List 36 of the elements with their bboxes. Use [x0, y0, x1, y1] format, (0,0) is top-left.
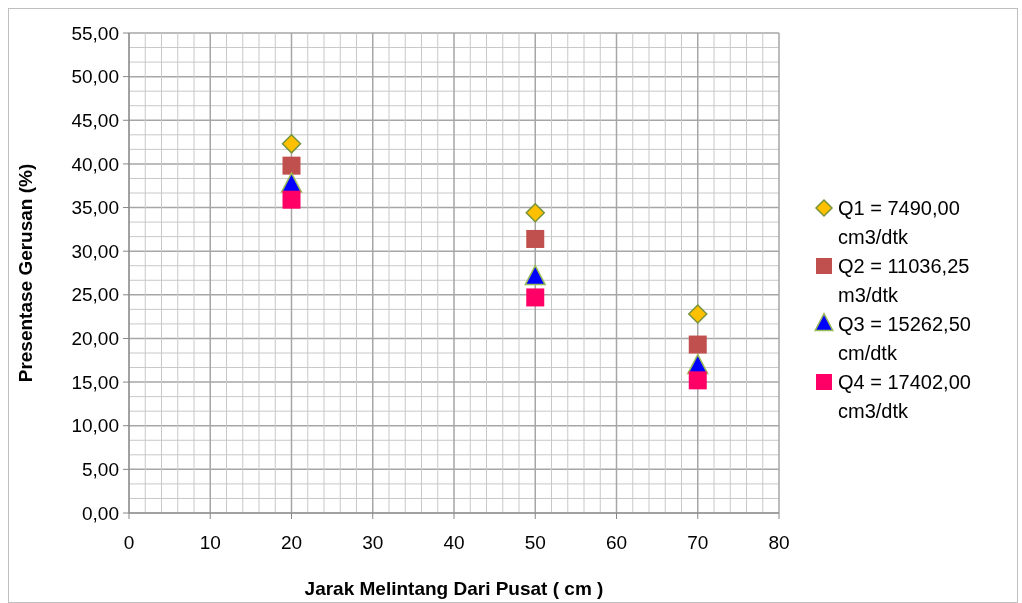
- y-tick-label: 55,00: [71, 22, 119, 44]
- x-tick-label: 0: [123, 532, 135, 553]
- y-tick-label: 25,00: [71, 284, 119, 306]
- y-tick-label: 35,00: [71, 197, 119, 219]
- point: [688, 304, 708, 324]
- y-tick-label: 20,00: [71, 328, 119, 350]
- point: [688, 335, 707, 354]
- x-tick-label: 20: [280, 532, 303, 553]
- x-tick-label: 30: [362, 532, 384, 553]
- y-tick-label: 0,00: [82, 502, 119, 524]
- x-tick-label: 40: [443, 532, 465, 553]
- point: [526, 288, 545, 307]
- legend-label: Q3 = 15262,50 cm/dtk: [838, 313, 971, 364]
- y-tick-label: 50,00: [71, 66, 119, 88]
- x-tick-label: 10: [199, 532, 221, 553]
- legend-label: Q2 = 11036,25 m3/dtk: [838, 255, 970, 306]
- point: [282, 156, 301, 175]
- y-tick-label: 30,00: [71, 240, 119, 262]
- point: [688, 371, 707, 390]
- x-tick-label: 70: [687, 532, 709, 553]
- point: [281, 134, 302, 154]
- x-tick-label: 50: [524, 532, 546, 553]
- legend-label: Q4 = 17402,00 cm3/dtk: [838, 371, 971, 422]
- point: [526, 229, 545, 248]
- x-axis-title: Jarak Melintang Dari Pusat ( cm ): [304, 578, 604, 599]
- y-tick-label: 10,00: [71, 415, 119, 437]
- x-tick-label: 80: [768, 532, 790, 553]
- legend-label: Q1 = 7490,00 cm3/dtk: [838, 197, 960, 248]
- y-axis-title: Presentase Gerusan (%): [15, 163, 36, 383]
- y-tick-label: 40,00: [71, 153, 119, 175]
- y-tick-label: 5,00: [82, 459, 119, 481]
- point: [282, 190, 301, 209]
- point: [525, 203, 545, 223]
- y-tick-label: 45,00: [71, 109, 119, 131]
- y-tick-label: 15,00: [71, 371, 119, 393]
- x-tick-label: 60: [605, 532, 628, 553]
